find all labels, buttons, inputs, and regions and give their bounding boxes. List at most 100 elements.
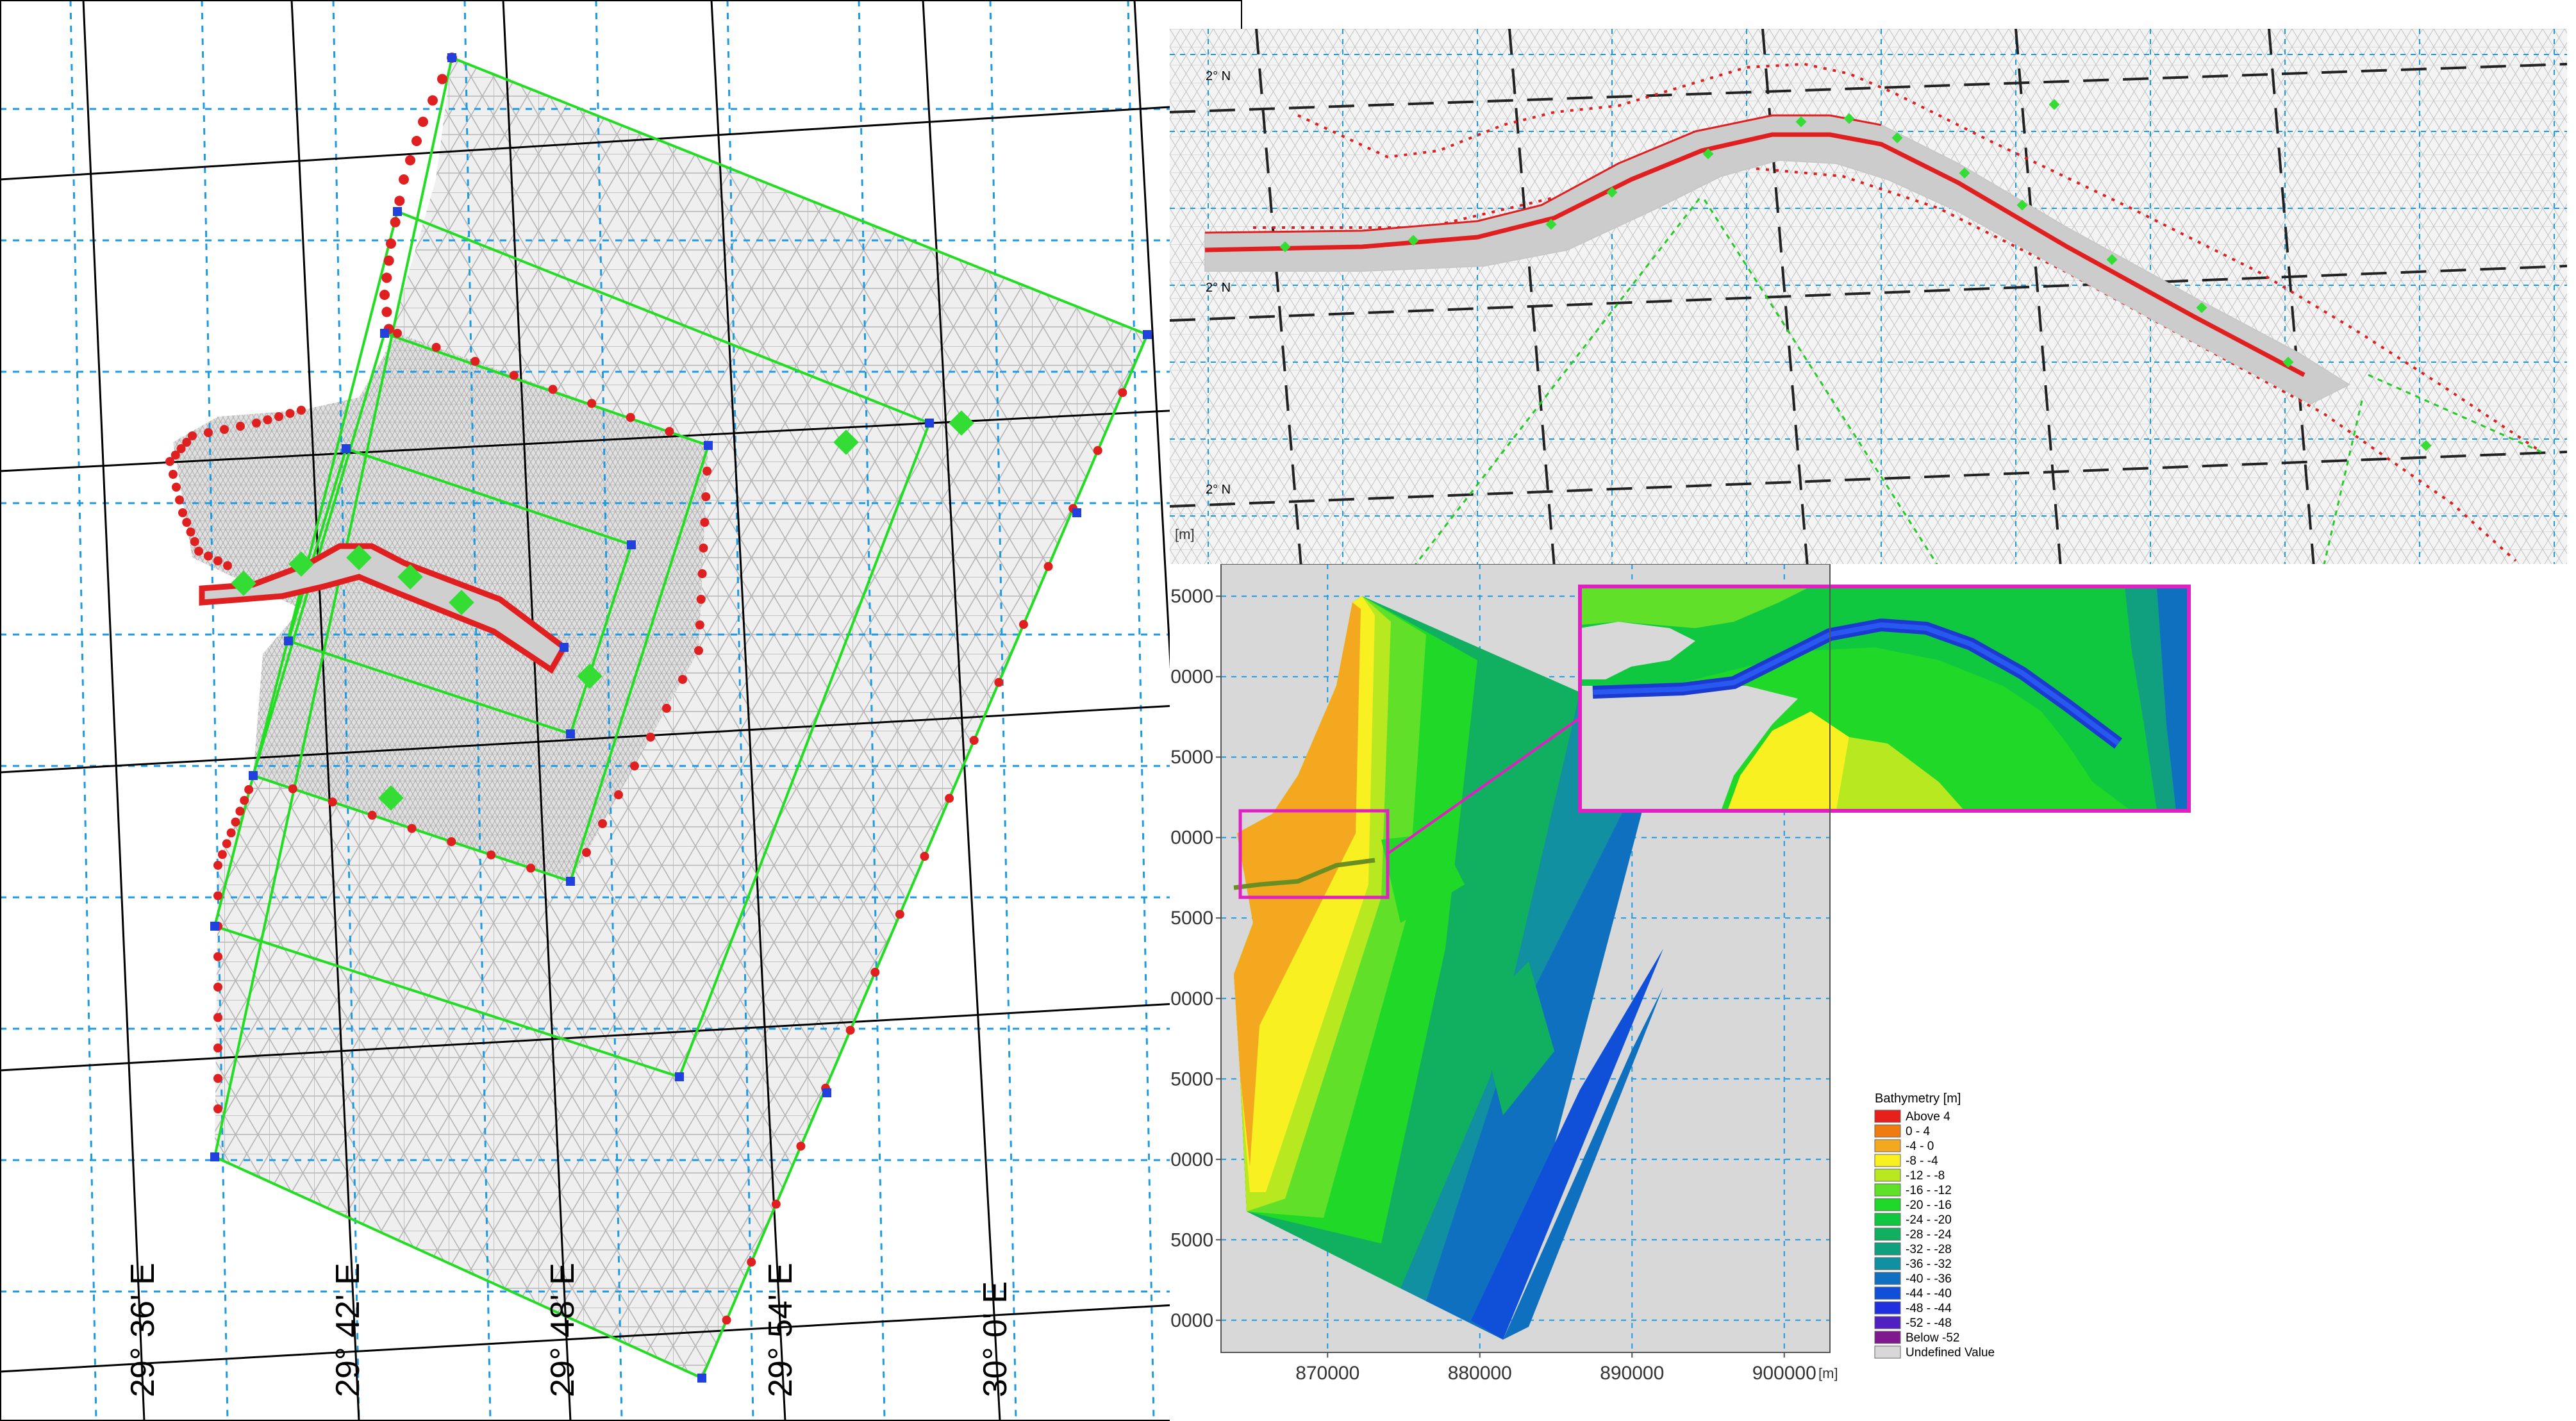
unit-label-detail: [m] bbox=[1175, 526, 1195, 542]
boundary-node bbox=[381, 272, 392, 283]
diamond-marker bbox=[449, 590, 474, 615]
boundary-node bbox=[252, 419, 261, 428]
boundary-node bbox=[1043, 561, 1053, 571]
grid-line-vertical bbox=[1127, 0, 1155, 1421]
y-tick-label: 415000 bbox=[1170, 908, 1213, 929]
boundary-node bbox=[226, 828, 236, 838]
grid-line-vertical bbox=[332, 0, 360, 1421]
boundary-node bbox=[587, 399, 597, 408]
legend-swatch bbox=[1874, 1257, 1901, 1270]
grid-line-vertical bbox=[69, 0, 97, 1421]
vertex-node bbox=[925, 419, 934, 428]
boundary-node bbox=[486, 850, 496, 860]
vertex-node bbox=[675, 1072, 684, 1081]
legend-swatch bbox=[1874, 1139, 1901, 1152]
mesh-map-left-canvas: 29° 36' E 29° 42' E 29° 48' E 29° 54' E … bbox=[0, 0, 1242, 1421]
boundary-node bbox=[186, 528, 195, 536]
diamond-marker bbox=[231, 570, 256, 596]
y-tick-label: 435000 bbox=[1170, 586, 1213, 607]
legend-entry-label: -40 - -36 bbox=[1906, 1272, 1952, 1286]
boundary-node bbox=[213, 1013, 222, 1022]
legend-swatch bbox=[1874, 1301, 1901, 1315]
graticule-meridian bbox=[502, 0, 572, 1421]
vertex-node bbox=[210, 1152, 219, 1161]
grid-line-vertical bbox=[201, 0, 229, 1421]
boundary-node bbox=[190, 537, 199, 546]
vertex-node bbox=[342, 444, 351, 453]
boundary-node bbox=[285, 409, 295, 418]
boundary-node bbox=[598, 819, 607, 828]
boundary-node bbox=[263, 415, 272, 424]
boundary-node bbox=[213, 1043, 222, 1052]
boundary-node bbox=[288, 784, 297, 794]
boundary-node bbox=[920, 852, 929, 861]
vertex-node bbox=[627, 540, 636, 549]
boundary-node bbox=[747, 1258, 756, 1267]
boundary-node bbox=[614, 790, 623, 799]
boundary-node bbox=[945, 794, 954, 803]
legend-swatch bbox=[1874, 1316, 1901, 1329]
boundary-node bbox=[548, 385, 558, 394]
boundary-node bbox=[399, 174, 409, 185]
y-tick-label: 430000 bbox=[1170, 667, 1213, 688]
boundary-node bbox=[204, 551, 213, 561]
boundary-node bbox=[411, 136, 422, 146]
lon-label-3: 29° 48' E bbox=[544, 1263, 581, 1397]
diamond-marker bbox=[288, 551, 314, 577]
vertex-node bbox=[380, 329, 389, 338]
x-axis-unit: [m] bbox=[1818, 1365, 1838, 1381]
boundary-node bbox=[182, 518, 192, 527]
lat-label-mid: 2° N bbox=[1206, 281, 1231, 295]
vertex-nodes bbox=[210, 53, 1152, 1383]
boundary-node bbox=[235, 806, 245, 816]
legend-entry-label: -32 - -28 bbox=[1906, 1243, 1952, 1256]
vertex-node bbox=[566, 729, 575, 738]
boundary-node bbox=[386, 238, 396, 249]
diamond-marker bbox=[833, 429, 859, 455]
channel-edge-upper bbox=[1204, 114, 1882, 234]
boundary-node bbox=[696, 595, 706, 604]
boundary-node bbox=[236, 422, 245, 431]
boundary-node bbox=[695, 620, 704, 629]
legend-swatch bbox=[1874, 1198, 1901, 1211]
grid-line-vertical bbox=[989, 0, 1017, 1421]
boundary-node bbox=[447, 837, 456, 847]
vertex-node bbox=[822, 1088, 831, 1097]
x-tick-label: 880000 bbox=[1448, 1363, 1512, 1384]
boundary-node bbox=[437, 74, 447, 85]
legend-entry-label: Below -52 bbox=[1906, 1331, 1960, 1345]
boundary-node bbox=[582, 848, 591, 857]
bathymetry-legend: Bathymetry [m] Above 40 - 4 -4 - 0-8 - -4… bbox=[1874, 1092, 1995, 1359]
boundary-node bbox=[178, 508, 187, 517]
boundary-node bbox=[213, 1104, 222, 1113]
lon-label-4: 29° 54' E bbox=[762, 1263, 799, 1397]
boundary-node bbox=[626, 413, 635, 422]
boundary-node bbox=[213, 891, 222, 901]
boundary-node bbox=[213, 556, 222, 565]
boundary-node bbox=[526, 863, 536, 873]
graticule-parallel bbox=[0, 999, 1242, 1072]
graticule-lines-detail bbox=[1170, 29, 2567, 567]
vertex-node bbox=[1072, 508, 1081, 517]
bathymetry-map-panel: 435000 430000 425000 420000 415000 410000 4050… bbox=[1170, 564, 2576, 1421]
boundary-node bbox=[217, 850, 227, 860]
boundary-node bbox=[222, 839, 231, 849]
legend-entry-label: -44 - -40 bbox=[1906, 1287, 1952, 1301]
lon-label-2: 29° 42' E bbox=[329, 1263, 367, 1397]
legend-swatch bbox=[1874, 1168, 1901, 1182]
y-axis-ticks: 435000 430000 425000 420000 415000 410000 4050… bbox=[1170, 586, 1221, 1331]
vertex-node bbox=[249, 771, 258, 780]
mesh-map-left-panel: 29° 36' E 29° 42' E 29° 48' E 29° 54' E … bbox=[0, 0, 1242, 1421]
boundary-node bbox=[969, 736, 979, 745]
graticule-meridian bbox=[922, 0, 1001, 1421]
lon-label-1: 29° 36' E bbox=[124, 1263, 162, 1397]
boundary-node bbox=[176, 444, 186, 453]
boundary-node bbox=[182, 438, 192, 447]
legend-swatch bbox=[1874, 1227, 1901, 1241]
vertex-node bbox=[210, 922, 219, 931]
boundary-node bbox=[699, 544, 708, 553]
vertex-node bbox=[697, 1374, 706, 1383]
boundary-node bbox=[796, 1142, 806, 1151]
graticule-lines bbox=[0, 0, 1242, 1421]
inset-locator-box bbox=[1238, 809, 1390, 899]
